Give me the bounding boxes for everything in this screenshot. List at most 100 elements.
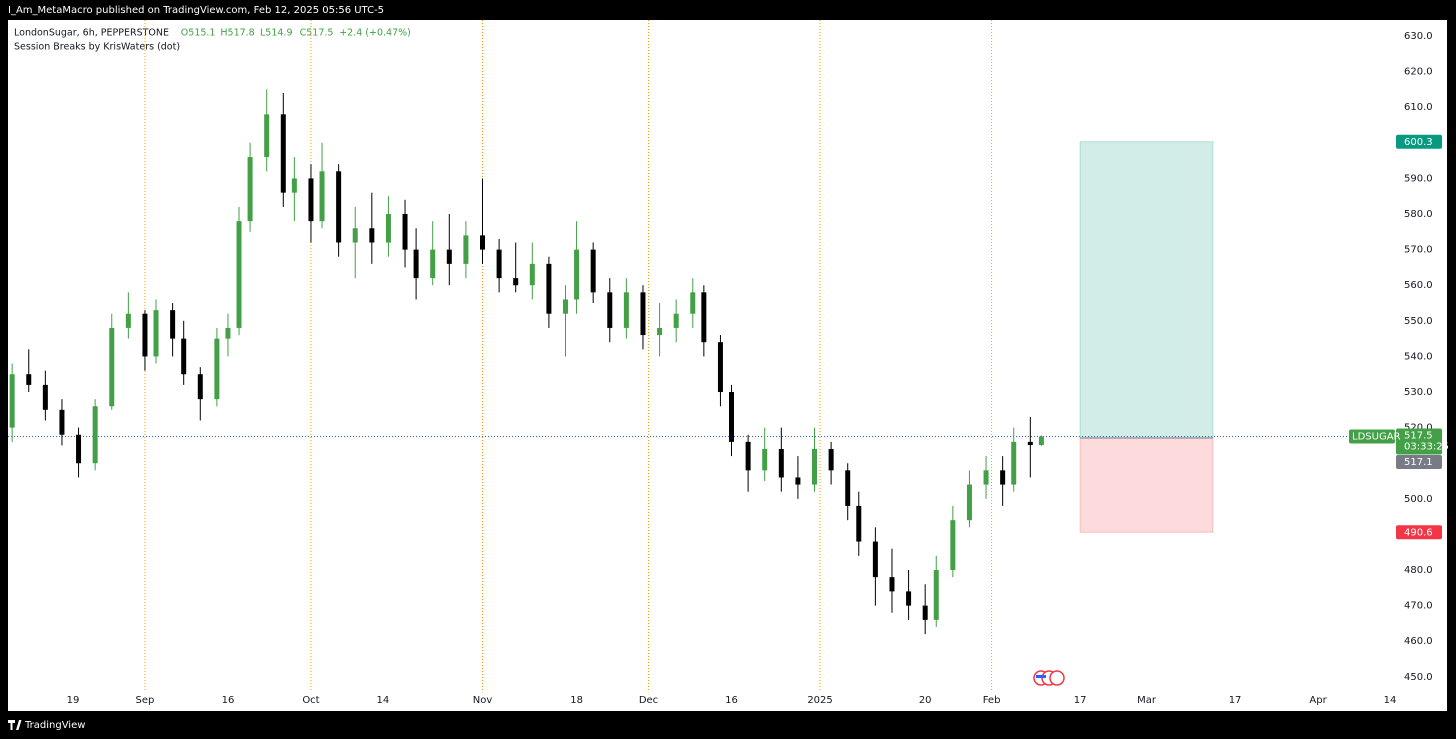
candle-body [308,178,314,222]
y-tick-label: 520.0 [1404,423,1433,434]
entry-label: 517.1 [1404,457,1433,468]
candle-body [889,577,895,592]
candle-body [701,292,707,343]
last-price-label: 517.5 [1404,431,1433,442]
indicator-name: Session Breaks by KrisWaters (dot) [14,42,180,53]
candle-body [623,292,629,328]
candle-body [76,434,82,464]
candle-body [264,114,270,158]
candle-body [92,406,98,464]
candle-body [170,310,176,339]
target-zone [1079,141,1214,439]
x-tick-label: Oct [302,695,319,706]
candle-body [291,178,297,193]
symbol-line: LondonSugar, 6h, PEPPERSTONE [14,28,169,39]
candle-body [42,384,48,410]
price-tag: 490.6 [1396,525,1442,540]
y-tick-label: 610.0 [1404,102,1433,113]
stop-label: 490.6 [1404,527,1433,538]
y-tick-label: 540.0 [1404,351,1433,362]
candle-body [729,392,735,442]
candle-body [513,278,519,286]
candle-body [352,228,358,243]
candle-body [1011,441,1017,485]
candle-body [280,114,286,193]
brand: TradingView [24,720,85,731]
y-tick-label: 480.0 [1404,565,1433,576]
y-tick-label: 590.0 [1404,173,1433,184]
candle-body [319,171,325,222]
candle-body [480,235,486,250]
ohlc-legend: H517.8 [220,28,254,39]
brand-logo: TradingView [8,720,85,731]
candle-body [966,484,972,521]
candle-body [922,605,928,620]
price-tag-box [1396,525,1442,540]
candle-body [496,249,502,279]
countdown: 03:33:25 [1404,442,1449,453]
candle-body [845,470,851,506]
event-icons [1033,670,1065,686]
x-tick-label: Apr [1309,695,1327,706]
candle-body [856,505,862,542]
candle-body [950,520,956,571]
y-tick-label: 530.0 [1404,387,1433,398]
candle-body [142,313,148,357]
x-tick-label: Mar [1137,695,1157,706]
candle-body [463,235,469,264]
candle-body [247,157,253,222]
candle-body [197,374,203,400]
x-tick-label: Feb [983,695,1001,706]
ohlc-legend: C517.5 [300,28,334,39]
x-tick-label: 17 [1074,695,1087,706]
candle-body [1038,436,1044,446]
candle-body [563,299,569,314]
x-tick-label: Sep [136,695,155,706]
target-label: 600.3 [1404,137,1433,148]
y-tick-label: 570.0 [1404,245,1433,256]
candle-body [529,263,535,286]
y-tick-label: 470.0 [1404,601,1433,612]
candle-body [906,591,912,606]
candle-body [236,221,242,328]
candle-body [181,338,187,375]
x-tick-label: 20 [919,695,932,706]
candle-body [640,292,646,336]
x-tick-label: Nov [473,695,493,706]
candle-body [590,249,596,293]
candle-body [336,171,342,243]
y-tick-label: 620.0 [1404,67,1433,78]
candle-body [225,327,231,339]
candle-body [546,263,552,314]
candle-body [385,214,391,243]
publisher: I_Am_MetaMacro published on TradingView.… [8,5,384,16]
price-tag-box [1396,134,1442,149]
candle-body [369,228,375,243]
chart-area [8,20,1447,711]
candle-body [430,249,436,279]
price-tag: 600.3 [1396,134,1442,149]
candle-body [574,249,580,300]
x-tick-label: 14 [377,695,390,706]
y-tick-label: 550.0 [1404,316,1433,327]
x-tick-label: 2025 [807,695,832,706]
candle-body [9,374,15,428]
x-tick-label: 16 [725,695,738,706]
candle-body [673,313,679,328]
ohlc-legend: +2.4 (+0.47%) [339,28,411,39]
candle-body [153,310,159,357]
candle-body [983,470,989,485]
candle-body [1000,470,1006,485]
candle-body [214,338,220,400]
y-tick-label: 460.0 [1404,636,1433,647]
y-tick-label: 580.0 [1404,209,1433,220]
ohlc-legend: O515.1 [181,28,216,39]
candle-body [413,249,419,279]
x-tick-label: 19 [67,695,80,706]
candle-body [402,214,408,250]
y-tick-label: 500.0 [1404,494,1433,505]
ohlc-legend: L514.9 [260,28,293,39]
candle-body [607,292,613,328]
candle-body [109,327,115,407]
